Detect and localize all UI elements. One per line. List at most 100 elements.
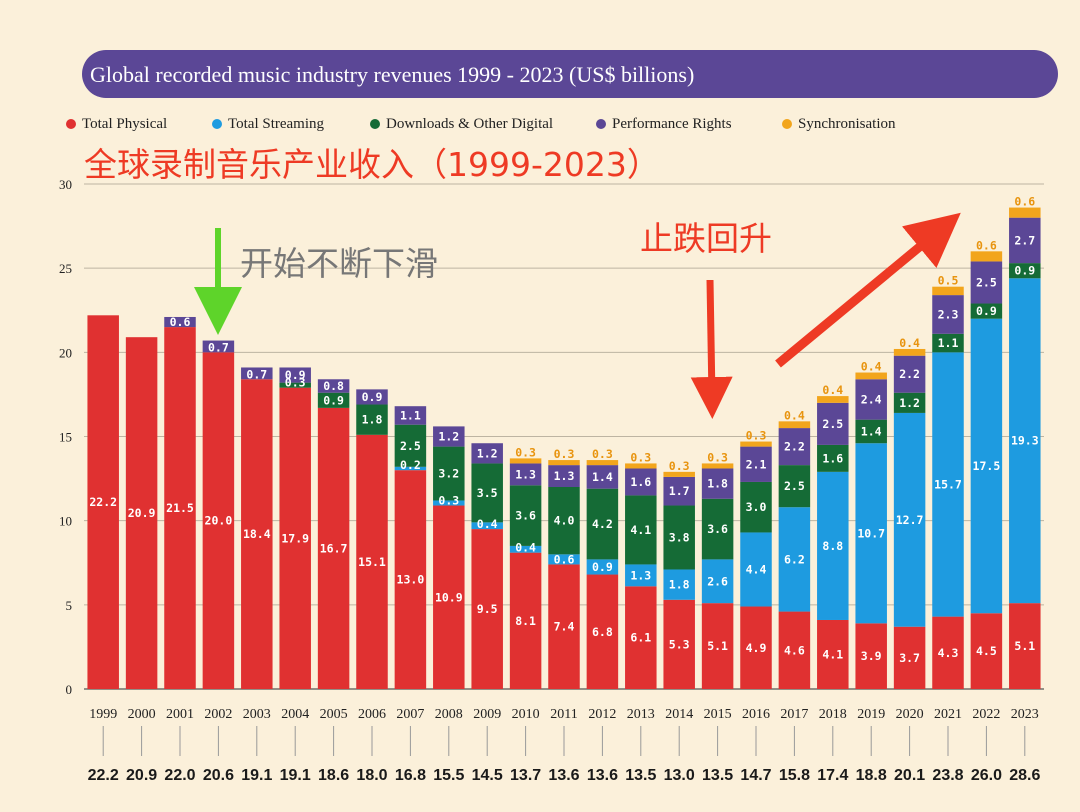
bar-sync bbox=[548, 460, 580, 466]
bar-sync bbox=[509, 458, 542, 464]
x-tick-label: 2011 bbox=[550, 707, 577, 722]
bar-performance bbox=[740, 446, 772, 482]
data-label-performance: 1.2 bbox=[477, 446, 498, 460]
data-label-sync: 0.3 bbox=[746, 429, 767, 443]
data-label-streaming: 4.4 bbox=[746, 562, 767, 576]
bar-physical bbox=[509, 552, 542, 689]
data-label-sync: 0.4 bbox=[822, 383, 843, 397]
bar-performance bbox=[586, 465, 619, 489]
data-label-physical: 4.5 bbox=[976, 644, 997, 658]
data-label-performance: 2.5 bbox=[822, 417, 843, 431]
bar-physical bbox=[778, 611, 811, 689]
bar-physical bbox=[356, 434, 388, 689]
total-label: 20.6 bbox=[203, 767, 234, 784]
chinese-title: 全球录制音乐产业收入（1999-2023） bbox=[84, 145, 660, 184]
bar-streaming bbox=[817, 471, 849, 620]
data-label-performance: 2.5 bbox=[976, 275, 997, 289]
data-label-physical: 6.1 bbox=[630, 631, 651, 645]
bar-performance bbox=[625, 468, 657, 496]
bar-physical bbox=[1009, 603, 1041, 689]
data-label-streaming: 0.4 bbox=[477, 517, 498, 531]
y-tick-label: 5 bbox=[66, 598, 73, 613]
legend-dot-streaming bbox=[212, 119, 222, 129]
data-label-performance: 0.8 bbox=[323, 379, 344, 393]
data-label-physical: 8.1 bbox=[515, 614, 536, 628]
data-label-performance: 1.4 bbox=[592, 470, 613, 484]
bar-physical bbox=[701, 603, 734, 689]
bar-streaming bbox=[548, 554, 580, 565]
bar-physical bbox=[202, 352, 235, 689]
total-label: 19.1 bbox=[241, 767, 272, 784]
bar-performance bbox=[433, 426, 465, 447]
data-label-streaming: 0.2 bbox=[400, 458, 421, 472]
bar-sync bbox=[932, 286, 964, 296]
bar-streaming bbox=[778, 507, 811, 612]
data-label-physical: 6.8 bbox=[592, 625, 613, 639]
total-label: 22.0 bbox=[164, 767, 195, 784]
legend-item-performance: Performance Rights bbox=[596, 116, 732, 133]
x-tick-label: 2019 bbox=[857, 707, 885, 722]
bar-sync bbox=[740, 441, 772, 447]
recovery-annotation: 止跌回升 bbox=[640, 212, 961, 419]
bar-downloads bbox=[509, 485, 542, 546]
bar-downloads bbox=[855, 419, 887, 444]
data-label-downloads: 3.5 bbox=[477, 486, 498, 500]
data-label-sync: 0.6 bbox=[976, 238, 997, 252]
data-label-downloads: 4.2 bbox=[592, 517, 613, 531]
data-label-streaming: 0.9 bbox=[592, 560, 613, 574]
bar-performance bbox=[509, 463, 542, 486]
data-label-streaming: 10.7 bbox=[857, 526, 885, 540]
data-label-physical: 17.9 bbox=[281, 531, 309, 545]
total-label: 28.6 bbox=[1009, 767, 1040, 784]
bar-physical bbox=[663, 599, 695, 689]
bar-downloads bbox=[279, 382, 311, 388]
legend-dot-performance bbox=[596, 119, 606, 129]
bar-performance bbox=[471, 443, 503, 464]
data-label-sync: 0.5 bbox=[938, 274, 959, 288]
x-tick-label: 1999 bbox=[89, 707, 117, 722]
data-label-physical: 4.3 bbox=[938, 646, 959, 660]
data-label-downloads: 1.8 bbox=[362, 413, 383, 427]
bar-downloads bbox=[317, 392, 350, 408]
bar-streaming bbox=[893, 412, 926, 627]
data-label-downloads: 1.1 bbox=[938, 336, 959, 350]
data-label-streaming: 1.3 bbox=[630, 568, 651, 582]
bar-performance bbox=[356, 389, 388, 405]
data-label-physical: 4.9 bbox=[746, 641, 767, 655]
bar-sync bbox=[625, 463, 657, 469]
bar-downloads bbox=[932, 333, 964, 353]
x-tick-label: 2010 bbox=[512, 707, 540, 722]
x-tick-label: 2008 bbox=[435, 707, 463, 722]
total-label: 13.5 bbox=[702, 767, 733, 784]
bar-downloads bbox=[625, 495, 657, 565]
data-label-physical: 21.5 bbox=[166, 501, 194, 515]
data-label-sync: 0.3 bbox=[515, 445, 536, 459]
bar-performance bbox=[394, 406, 427, 425]
bar-streaming bbox=[970, 318, 1003, 614]
bar-performance bbox=[932, 295, 964, 334]
bar-sync bbox=[970, 251, 1003, 262]
data-label-performance: 0.9 bbox=[362, 390, 383, 404]
data-label-sync: 0.3 bbox=[630, 450, 651, 464]
total-label: 18.8 bbox=[856, 767, 887, 784]
bar-physical bbox=[125, 337, 158, 689]
bar-performance bbox=[548, 465, 580, 487]
bar-performance bbox=[1009, 217, 1041, 264]
data-label-performance: 1.6 bbox=[630, 475, 651, 489]
bar-physical bbox=[471, 529, 503, 689]
x-tick-label: 2000 bbox=[128, 707, 156, 722]
legend-item-physical: Total Physical bbox=[66, 116, 167, 133]
data-label-streaming: 15.7 bbox=[934, 477, 962, 491]
x-tick-label: 2007 bbox=[396, 707, 424, 722]
total-label: 23.8 bbox=[932, 767, 963, 784]
x-tick-label: 2023 bbox=[1011, 707, 1039, 722]
data-label-downloads: 3.6 bbox=[515, 509, 536, 523]
data-label-downloads: 1.2 bbox=[899, 396, 920, 410]
data-label-physical: 3.9 bbox=[861, 649, 882, 663]
data-label-sync: 0.6 bbox=[1014, 195, 1035, 209]
bar-downloads bbox=[893, 392, 926, 413]
data-label-physical: 16.7 bbox=[320, 541, 348, 555]
bar-streaming bbox=[663, 569, 695, 600]
legend-dot-sync bbox=[782, 119, 792, 129]
